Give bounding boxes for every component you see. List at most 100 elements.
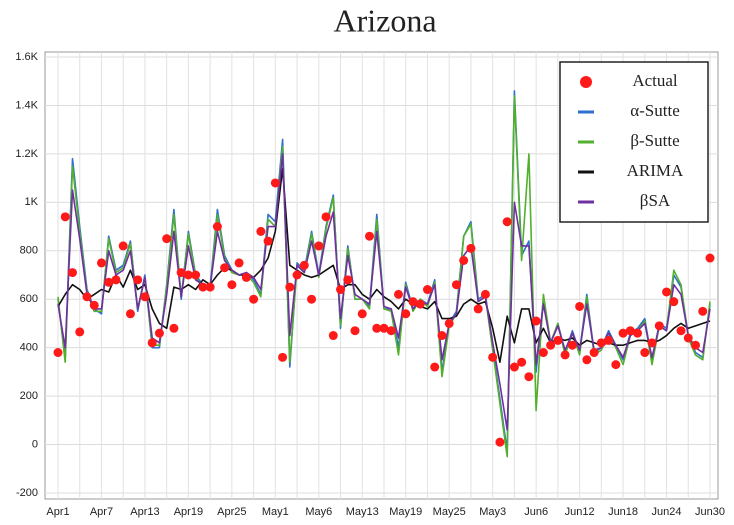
data-point bbox=[336, 285, 346, 295]
data-point bbox=[509, 362, 519, 372]
data-point bbox=[343, 275, 353, 285]
data-point bbox=[466, 243, 476, 253]
data-point bbox=[386, 326, 396, 336]
data-point bbox=[307, 294, 317, 304]
data-point bbox=[524, 372, 534, 382]
x-tick-label: Jun30 bbox=[695, 506, 725, 518]
data-point bbox=[169, 323, 179, 333]
data-point bbox=[654, 321, 664, 331]
legend-label: α-Sutte bbox=[630, 101, 680, 120]
data-point bbox=[234, 258, 244, 268]
data-point bbox=[82, 292, 92, 302]
x-tick-label: Jun24 bbox=[652, 506, 682, 518]
y-tick-label: 800 bbox=[20, 245, 38, 257]
x-tick-label: Apr7 bbox=[90, 506, 113, 518]
data-point bbox=[285, 282, 295, 292]
data-point bbox=[314, 241, 324, 251]
x-tick-label: Apr13 bbox=[130, 506, 159, 518]
data-point bbox=[321, 212, 331, 222]
data-point bbox=[205, 282, 215, 292]
y-tick-label: 1.4K bbox=[15, 99, 38, 111]
x-tick-label: Jun6 bbox=[524, 506, 548, 518]
data-point bbox=[662, 287, 672, 297]
data-point bbox=[625, 326, 635, 336]
data-point bbox=[133, 275, 143, 285]
data-point bbox=[437, 331, 447, 341]
data-point bbox=[118, 241, 128, 251]
data-point bbox=[147, 338, 157, 348]
data-point bbox=[53, 348, 63, 358]
data-point bbox=[553, 335, 563, 345]
data-point bbox=[647, 338, 657, 348]
data-point bbox=[596, 338, 606, 348]
data-point bbox=[292, 270, 302, 280]
data-point bbox=[459, 255, 469, 265]
data-point bbox=[589, 348, 599, 358]
data-point bbox=[328, 331, 338, 341]
y-tick-label: 0 bbox=[32, 438, 38, 450]
series-line bbox=[57, 153, 711, 431]
data-point bbox=[480, 289, 490, 299]
data-point bbox=[560, 350, 570, 360]
x-tick-label: Apr19 bbox=[174, 506, 203, 518]
data-point bbox=[104, 277, 114, 287]
chart-title: Arizona bbox=[333, 2, 436, 38]
x-tick-label: May25 bbox=[433, 506, 466, 518]
data-point bbox=[408, 297, 418, 307]
data-point bbox=[451, 280, 461, 290]
x-tick-label: May1 bbox=[262, 506, 289, 518]
data-point bbox=[575, 301, 585, 311]
data-point bbox=[444, 318, 454, 328]
data-point bbox=[640, 348, 650, 358]
data-point bbox=[299, 260, 309, 270]
x-tick-label: May3 bbox=[479, 506, 506, 518]
data-point bbox=[162, 234, 172, 244]
data-point bbox=[379, 323, 389, 333]
y-tick-label: -200 bbox=[16, 487, 38, 499]
data-point bbox=[125, 309, 135, 319]
x-tick-label: May6 bbox=[305, 506, 332, 518]
data-point bbox=[183, 270, 193, 280]
data-point bbox=[350, 326, 360, 336]
data-point bbox=[67, 268, 77, 278]
legend-label: Actual bbox=[632, 71, 678, 90]
data-point bbox=[546, 340, 556, 350]
x-tick-label: Apr1 bbox=[46, 506, 69, 518]
data-point bbox=[96, 258, 106, 268]
legend-marker bbox=[580, 76, 592, 88]
y-tick-label: 200 bbox=[20, 390, 38, 402]
y-tick-label: 1.6K bbox=[15, 51, 38, 63]
data-point bbox=[212, 222, 222, 232]
data-point bbox=[691, 340, 701, 350]
data-point bbox=[517, 357, 527, 367]
data-point bbox=[582, 355, 592, 365]
data-point bbox=[705, 253, 715, 263]
x-tick-label: Apr25 bbox=[217, 506, 246, 518]
data-point bbox=[256, 226, 266, 236]
data-point bbox=[270, 178, 280, 188]
x-tick-label: May13 bbox=[346, 506, 379, 518]
data-point bbox=[683, 333, 693, 343]
data-point bbox=[604, 335, 614, 345]
data-point bbox=[422, 285, 432, 295]
data-point bbox=[538, 348, 548, 358]
legend-label: βSA bbox=[640, 191, 671, 210]
data-point bbox=[633, 328, 643, 338]
plot-frame bbox=[44, 51, 719, 500]
data-point bbox=[415, 299, 425, 309]
y-tick-label: 1K bbox=[25, 196, 39, 208]
data-point bbox=[401, 309, 411, 319]
legend: Actual α-Sutte β-Sutte ARIMA βSA bbox=[559, 61, 709, 223]
data-point bbox=[111, 275, 121, 285]
data-point bbox=[249, 294, 259, 304]
data-point bbox=[89, 300, 99, 310]
data-point bbox=[502, 217, 512, 227]
x-tick-label: Jun12 bbox=[565, 506, 595, 518]
data-point bbox=[191, 270, 201, 280]
data-point bbox=[140, 292, 150, 302]
series-line bbox=[57, 95, 711, 458]
data-point bbox=[531, 316, 541, 326]
data-point bbox=[75, 327, 85, 337]
data-point bbox=[263, 236, 273, 246]
x-tick-label: Jun18 bbox=[608, 506, 638, 518]
